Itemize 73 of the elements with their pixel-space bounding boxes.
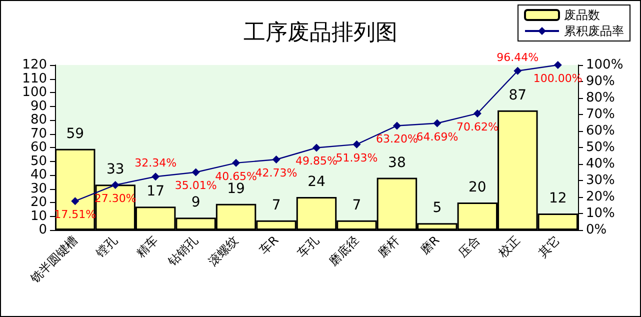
data-label: 87 (508, 87, 527, 104)
data-label: 35.01% (174, 179, 217, 192)
point (312, 144, 320, 152)
data-label: 33 (106, 162, 124, 178)
x-tick-label: 车R (256, 233, 282, 258)
point (433, 119, 442, 128)
data-label: 49.85% (296, 154, 338, 168)
y-tick-label: 90 (30, 98, 47, 114)
y-tick-label: 60 (30, 140, 47, 155)
x-tick-label: 精车 (134, 233, 161, 260)
data-label: 9 (191, 194, 200, 211)
point (111, 180, 120, 189)
data-label: 20 (468, 180, 486, 196)
y-tick-label: 120 (22, 58, 47, 72)
point (392, 122, 401, 130)
y-tick-label: 100 (22, 85, 47, 100)
y2-tick-label: 100% (586, 58, 624, 72)
y-tick-label: 110 (22, 71, 47, 86)
data-label: 96.44% (496, 50, 539, 64)
x-tick-label: 其它 (536, 233, 563, 260)
legend-label: 废品数 (564, 8, 600, 22)
y-tick-label: 70 (30, 126, 47, 142)
y-tick-label: 40 (30, 168, 47, 182)
data-label: 63.20% (376, 132, 418, 146)
x-tick-label: 校正 (495, 233, 523, 261)
x-tick-label: 磨杆 (375, 233, 402, 260)
y2-tick-label: 60% (586, 124, 615, 138)
data-label: 59 (66, 126, 84, 142)
y2-tick-label: 40% (586, 156, 615, 172)
point (192, 168, 200, 176)
data-label: 24 (308, 174, 326, 190)
point (71, 197, 80, 206)
data-label: 64.69% (416, 130, 458, 144)
data-label: 17 (146, 184, 164, 200)
data-label: 12 (548, 190, 567, 206)
point (514, 66, 522, 75)
x-tick-label: 磨底径 (326, 233, 362, 268)
y2-tick-label: 80% (586, 90, 615, 106)
legend-label: 累积废品率 (564, 24, 624, 38)
point (232, 158, 240, 167)
data-label: 51.93% (336, 151, 378, 164)
point (473, 109, 482, 118)
data-label: 38 (388, 154, 406, 171)
point (152, 172, 160, 181)
y2-tick-label: 90% (586, 74, 615, 89)
point (554, 61, 562, 69)
x-tick-label: 压合 (456, 233, 482, 260)
x-tick-label: 钻销孔 (164, 233, 201, 270)
data-label: 19 (227, 180, 245, 197)
y2-tick-label: 50% (586, 140, 615, 155)
y2-tick-label: 30% (586, 173, 615, 188)
y-tick-label: 50 (30, 154, 47, 169)
data-label: 40.65% (215, 170, 258, 183)
y2-tick-label: 10% (586, 206, 615, 221)
data-label: 7 (352, 197, 362, 214)
point (272, 155, 280, 164)
x-tick-label: 镗孔 (92, 233, 120, 261)
y2-tick-label: 70% (586, 107, 615, 122)
y2-tick-label: 0% (586, 222, 607, 238)
data-label: 42.73% (255, 166, 298, 180)
y-tick-label: 10 (30, 208, 47, 224)
chart-title: 工序废品排列图 (244, 20, 398, 46)
y-tick-label: 80 (30, 112, 47, 128)
x-tick-label: 车孔 (294, 233, 322, 260)
data-label: 7 (272, 197, 281, 214)
x-tick-label: 磨R (418, 233, 442, 258)
point (352, 140, 361, 148)
y-tick-label: 30 (30, 181, 47, 196)
x-tick-label: 滚螺纹 (206, 233, 241, 268)
data-label: 32.34% (134, 156, 177, 170)
y-tick-label: 20 (30, 195, 47, 210)
data-label: 5 (432, 200, 442, 216)
y2-tick-label: 20% (586, 190, 615, 204)
